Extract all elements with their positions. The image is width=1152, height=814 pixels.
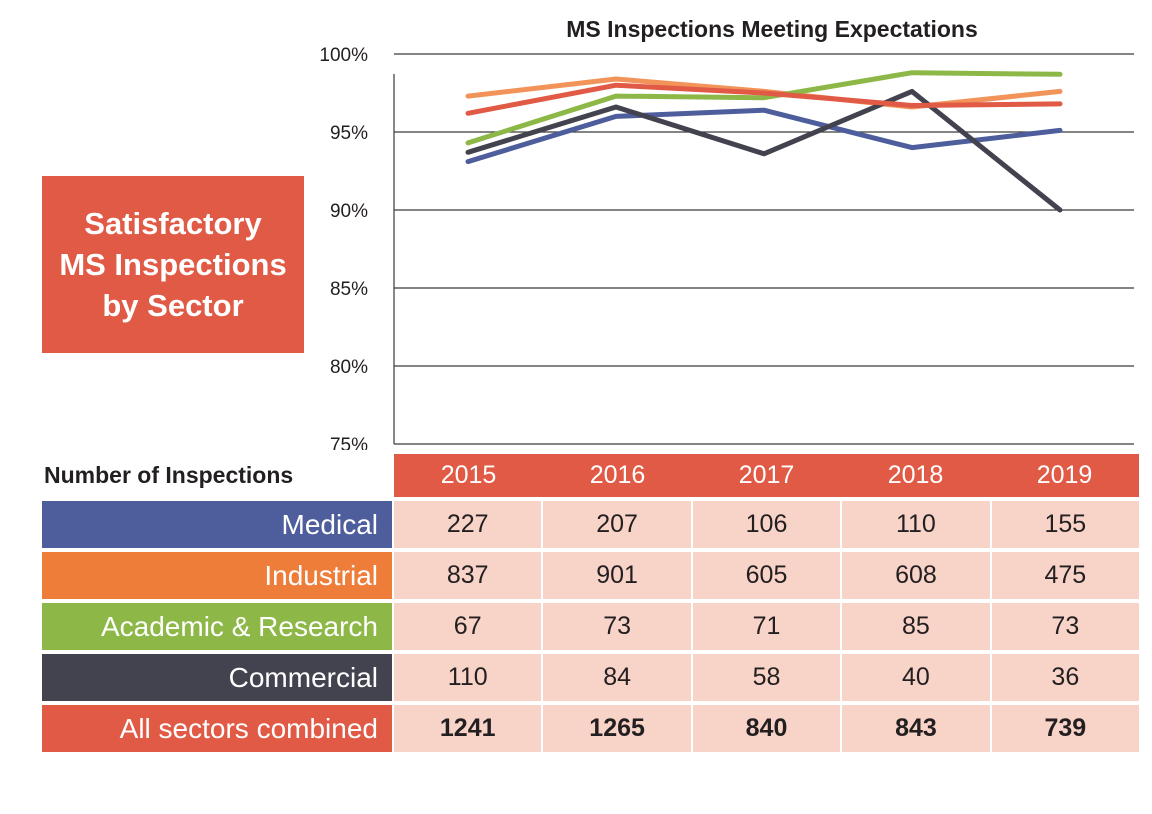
y-tick-label: 85%	[330, 279, 368, 300]
year-header-2018: 2018	[887, 461, 944, 489]
table-cell: 67	[394, 603, 542, 650]
series-line-commercial	[465, 88, 1063, 213]
table-cell: 71	[692, 603, 841, 650]
chart-title: MS Inspections Meeting Expectations	[566, 16, 978, 42]
table-cell: 207	[543, 501, 691, 548]
table-cell: 475	[991, 552, 1140, 599]
table-cell: 608	[842, 552, 990, 599]
table-cell: 155	[991, 501, 1140, 548]
table-cell: 843	[842, 705, 990, 752]
series-line-all-sectors-combined	[465, 82, 1063, 116]
table-cell: 84	[543, 654, 691, 701]
table-row-all-sectors: All sectors combined 1241 1265 840 843 7…	[42, 705, 1140, 752]
year-header-2017: 2017	[738, 461, 795, 489]
table-cell: 605	[692, 552, 841, 599]
row-label-medical: Medical	[42, 501, 392, 548]
table-cell: 106	[692, 501, 841, 548]
table-cell: 73	[991, 603, 1140, 650]
y-tick-label: 75%	[330, 435, 368, 450]
table-row-academic-research: Academic & Research 67 73 71 85 73	[42, 603, 1140, 650]
year-header-row: 2015 2016 2017 2018 2019	[394, 454, 1139, 497]
sector-caption-box: Satisfactory MS Inspections by Sector	[42, 176, 304, 353]
line-chart: MS Inspections Meeting Expectations 100%…	[319, 16, 1134, 450]
row-label-commercial: Commercial	[42, 654, 392, 701]
table-cell: 1265	[543, 705, 691, 752]
series-line-medical	[465, 107, 1063, 165]
year-header-2015: 2015	[440, 461, 497, 489]
table-cell: 840	[692, 705, 841, 752]
series-line-academic-research	[465, 70, 1063, 146]
row-label-academic-research: Academic & Research	[42, 603, 392, 650]
table-row-medical: Medical 227 207 106 110 155	[42, 501, 1140, 548]
table-cell: 58	[692, 654, 841, 701]
y-tick-label: 95%	[330, 123, 368, 144]
table-cell: 1241	[394, 705, 542, 752]
year-header-2019: 2019	[1036, 461, 1093, 489]
year-header-2016: 2016	[589, 461, 646, 489]
table-label: Number of Inspections	[44, 462, 294, 488]
table-cell: 73	[543, 603, 691, 650]
table-cell: 110	[842, 501, 990, 548]
table-cell: 739	[991, 705, 1140, 752]
sector-caption-text: Satisfactory MS Inspections by Sector	[59, 206, 287, 323]
y-tick-label: 100%	[319, 45, 368, 66]
y-tick-label: 80%	[330, 357, 368, 378]
y-tick-label: 90%	[330, 201, 368, 222]
table-cell: 837	[394, 552, 542, 599]
table-cell: 227	[394, 501, 542, 548]
table-cell: 85	[842, 603, 990, 650]
table-row-industrial: Industrial 837 901 605 608 475	[42, 552, 1140, 599]
table-row-commercial: Commercial 110 84 58 40 36	[42, 654, 1140, 701]
table-cell: 36	[991, 654, 1140, 701]
table-cell: 110	[394, 654, 542, 701]
row-label-industrial: Industrial	[42, 552, 392, 599]
row-label-all-sectors: All sectors combined	[42, 705, 392, 752]
table-cell: 40	[842, 654, 990, 701]
table-cell: 901	[543, 552, 691, 599]
